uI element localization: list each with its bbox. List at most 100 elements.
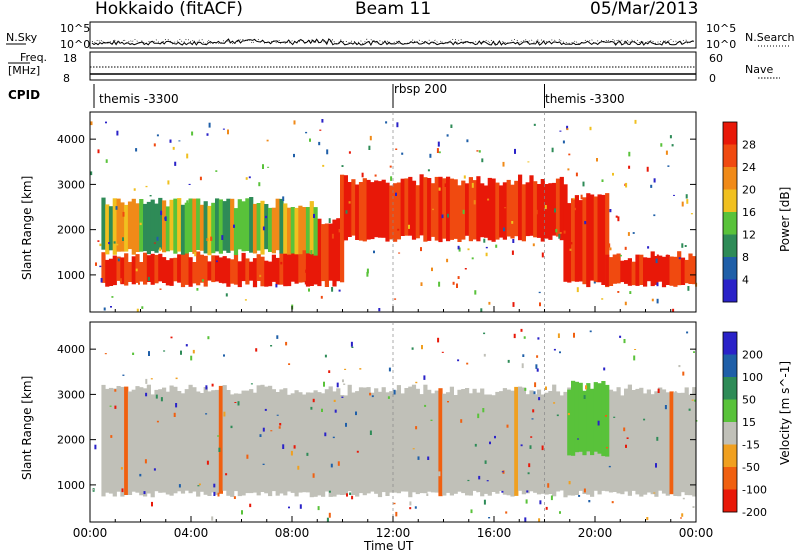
velocity-cell <box>351 392 356 495</box>
velocity-speckle <box>310 406 313 410</box>
power-speckle <box>574 207 576 211</box>
power-cell <box>608 257 614 286</box>
velocity-speckle <box>178 484 181 488</box>
power-speckle <box>569 248 572 251</box>
velocity-cell <box>169 385 174 496</box>
velocity-cell <box>453 395 458 494</box>
velocity-cell <box>669 391 674 495</box>
velocity-speckle <box>415 381 418 384</box>
power-cell <box>230 259 235 284</box>
power-speckle <box>441 214 444 219</box>
velocity-cell <box>661 389 667 494</box>
velocity-cell <box>135 386 140 493</box>
velocity-speckle <box>122 374 125 376</box>
velocity-speckle <box>476 489 479 493</box>
velocity-cell <box>120 386 125 497</box>
velocity-cell <box>480 388 485 497</box>
velocity-speckle <box>225 473 228 476</box>
velocity-speckle <box>606 447 608 449</box>
power-cell <box>563 202 568 282</box>
velocity-cell <box>249 389 254 494</box>
freq-tick-low: 8 <box>63 72 70 85</box>
power-cell <box>578 200 583 282</box>
power-speckle <box>558 233 561 239</box>
velocity-speckle <box>345 422 347 427</box>
power-speckle <box>567 168 570 171</box>
power-cell <box>199 254 204 283</box>
velocity-cell <box>143 388 148 497</box>
velocity-cell <box>332 391 337 497</box>
velocity-speckle <box>336 382 339 388</box>
velocity-cell <box>290 393 295 493</box>
velocity-speckle <box>205 385 208 390</box>
power-speckle <box>617 216 620 222</box>
power-speckle <box>625 182 628 188</box>
power-speckle <box>666 254 669 258</box>
velocity-cell <box>218 385 223 494</box>
velocity-cell <box>294 390 299 497</box>
velocity-cell <box>226 390 231 496</box>
velocity-speckle <box>445 446 448 450</box>
velocity-colorbar-tick-label: 200 <box>742 349 763 362</box>
power-speckle <box>275 284 278 288</box>
x-tick-label: 20:00 <box>578 526 613 540</box>
power-speckle <box>233 224 235 228</box>
power-cell <box>446 176 451 242</box>
power-speckle <box>331 233 334 239</box>
velocity-cell <box>241 390 246 496</box>
power-speckle <box>634 119 637 124</box>
velocity-cell <box>203 387 208 495</box>
power-speckle <box>476 150 479 152</box>
velocity-speckle <box>489 441 491 445</box>
velocity-speckle <box>412 448 415 450</box>
velocity-colorbar-segment <box>723 354 737 378</box>
freq-label: Freq. <box>20 51 48 64</box>
velocity-speckle <box>144 459 147 464</box>
power-cell <box>654 256 659 285</box>
velocity-cell <box>620 395 625 495</box>
velocity-cell <box>680 392 686 493</box>
power-cell <box>313 207 318 256</box>
velocity-speckle <box>324 354 327 358</box>
velocity-colorbar-segment <box>723 377 737 400</box>
power-speckle <box>374 174 377 177</box>
power-cell <box>233 254 239 285</box>
velocity-cell <box>396 385 401 494</box>
velocity-colorbar-tick-label: 15 <box>742 416 756 429</box>
velocity-speckle <box>334 409 337 413</box>
power-cell <box>215 255 220 282</box>
power-cell <box>256 254 261 281</box>
velocity-speckle <box>553 402 556 404</box>
power-speckle <box>485 246 488 249</box>
power-cell <box>233 208 239 255</box>
velocity-speckle <box>104 353 107 355</box>
power-cell <box>162 200 167 253</box>
velocity-speckle <box>470 509 473 514</box>
velocity-cell <box>347 384 352 492</box>
power-colorbar-tick-label: 8 <box>742 251 749 264</box>
power-speckle <box>153 242 156 244</box>
power-speckle <box>647 246 650 249</box>
power-speckle <box>113 241 116 244</box>
power-cell <box>347 182 352 237</box>
power-cell <box>275 198 280 251</box>
power-cell <box>336 218 341 282</box>
power-cell <box>252 258 258 288</box>
power-cell <box>483 185 489 238</box>
velocity-speckle <box>623 474 626 478</box>
velocity-speckle <box>686 331 689 334</box>
power-speckle <box>212 228 215 234</box>
cpid-segment-3: themis -3300 <box>545 92 625 106</box>
power-speckle <box>389 165 392 168</box>
power-speckle <box>660 143 663 147</box>
velocity-speckle <box>395 511 398 517</box>
power-cell <box>673 256 678 287</box>
velocity-speckle <box>328 490 331 493</box>
power-speckle <box>308 288 310 292</box>
velocity-colorbar-frame <box>722 331 738 513</box>
power-speckle <box>304 281 307 285</box>
power-cell <box>661 256 667 288</box>
power-speckle <box>457 276 460 279</box>
power-speckle <box>665 150 668 155</box>
power-speckle <box>672 308 675 313</box>
